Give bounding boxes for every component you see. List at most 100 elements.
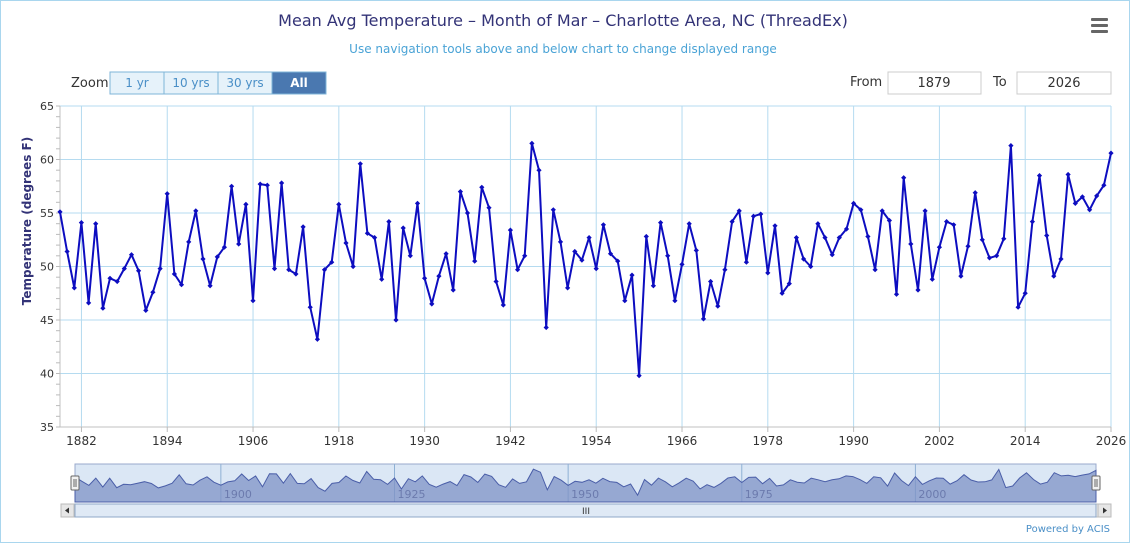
data-point-1997	[901, 175, 907, 181]
data-point-1879	[57, 209, 63, 215]
zoom-buttons: 1 yr 10 yrs 30 yrs All	[109, 71, 327, 95]
data-point-1973	[729, 219, 735, 225]
data-point-1989	[843, 226, 850, 232]
handle-body	[1091, 475, 1101, 491]
zoom-button-label: 10 yrs	[172, 76, 209, 90]
data-point-1970	[708, 278, 714, 285]
data-point-1951	[572, 248, 578, 255]
data-point-1910	[279, 180, 285, 186]
data-point-1889	[128, 252, 135, 258]
data-point-2018	[1051, 273, 1057, 279]
data-point-1998	[908, 241, 914, 247]
y-tick-label: 55	[40, 207, 54, 220]
scroll-left-button[interactable]	[60, 503, 75, 518]
data-point-1902	[221, 244, 227, 250]
from-label: From	[850, 75, 882, 90]
data-point-1962	[650, 283, 656, 289]
from-input[interactable]: 1879	[887, 71, 982, 95]
data-point-1992	[865, 233, 871, 240]
series-line	[59, 142, 1112, 377]
data-point-1891	[143, 307, 149, 313]
data-point-2023	[1087, 207, 1093, 213]
data-point-1974	[736, 208, 742, 214]
data-point-2010	[994, 253, 1000, 259]
data-point-1988	[836, 235, 842, 241]
to-input[interactable]: 2026	[1016, 71, 1112, 95]
arrow-right-icon	[1103, 507, 1107, 514]
data-point-1892	[150, 289, 156, 295]
data-point-1984	[808, 263, 814, 270]
data-point-2022	[1079, 194, 1085, 200]
data-point-2016	[1036, 173, 1043, 179]
data-point-1916	[321, 267, 328, 273]
data-point-1908	[264, 182, 270, 188]
data-point-1926	[393, 317, 399, 323]
chart-subtitle: Use navigation tools above and below cha…	[349, 42, 777, 56]
zoom-button-1-yr[interactable]: 1 yr	[109, 71, 165, 95]
data-point-2017	[1044, 232, 1050, 239]
data-point-1938	[479, 184, 485, 190]
data-point-2019	[1058, 256, 1064, 262]
data-point-1935	[457, 189, 463, 195]
data-point-2002	[936, 244, 942, 250]
data-point-1976	[750, 213, 757, 219]
navigator-left-handle[interactable]	[70, 475, 80, 491]
data-point-1900	[207, 283, 213, 289]
data-point-1966	[679, 261, 685, 267]
data-point-1995	[886, 217, 892, 224]
data-point-1930	[422, 275, 428, 281]
data-point-1906	[250, 298, 256, 304]
data-point-1982	[793, 235, 799, 241]
data-point-1931	[429, 301, 435, 307]
credits-link[interactable]: Powered by ACIS	[1026, 524, 1110, 535]
y-axis-title: Temperature (degrees F)	[20, 137, 34, 306]
data-point-1978	[765, 270, 771, 276]
scroll-right-button[interactable]	[1097, 503, 1112, 518]
navigator[interactable]: 19001925195019752000III	[60, 463, 1112, 518]
arrow-left-icon	[65, 507, 69, 514]
data-point-1943	[515, 267, 521, 273]
y-tick-label: 60	[40, 154, 54, 167]
data-point-1950	[565, 285, 571, 291]
data-point-1883	[86, 300, 92, 306]
zoom-button-30-yrs[interactable]: 30 yrs	[217, 71, 273, 95]
x-tick-label: 1942	[495, 434, 526, 448]
data-point-2006	[965, 243, 971, 249]
data-point-1915	[314, 336, 320, 342]
data-point-1925	[386, 219, 392, 225]
data-point-1985	[815, 221, 821, 227]
navigator-scrollbar[interactable]: III	[60, 503, 1112, 518]
from-value: 1879	[917, 76, 950, 91]
data-point-1933	[443, 251, 449, 257]
data-point-1945	[529, 140, 535, 146]
navigator-series-area	[74, 468, 1097, 503]
data-point-1956	[607, 251, 614, 257]
data-point-1917	[329, 259, 335, 265]
data-point-1920	[350, 263, 356, 270]
scrollbar-thumb[interactable]	[74, 503, 1097, 518]
data-point-1954	[593, 266, 599, 272]
data-point-1990	[851, 200, 857, 206]
data-point-1996	[893, 291, 900, 297]
data-point-1881	[71, 285, 77, 291]
data-point-1955	[600, 222, 606, 228]
data-point-1942	[507, 227, 513, 233]
data-point-1912	[293, 271, 299, 277]
data-point-2001	[929, 276, 935, 282]
y-tick-label: 40	[40, 368, 54, 381]
navigator-right-handle[interactable]	[1091, 475, 1101, 491]
data-point-1890	[136, 268, 142, 274]
data-point-1959	[629, 272, 635, 278]
hamburger-menu-icon[interactable]	[1086, 13, 1112, 39]
data-point-1965	[672, 298, 678, 304]
data-point-2014	[1022, 290, 1028, 296]
data-point-1980	[779, 290, 785, 296]
data-point-1958	[622, 298, 628, 304]
zoom-button-all[interactable]: All	[271, 71, 327, 95]
y-tick-label: 50	[40, 261, 54, 274]
zoom-button-10-yrs[interactable]: 10 yrs	[163, 71, 219, 95]
data-point-2021	[1072, 200, 1078, 206]
data-point-1967	[686, 221, 692, 227]
data-point-1918	[336, 201, 342, 207]
